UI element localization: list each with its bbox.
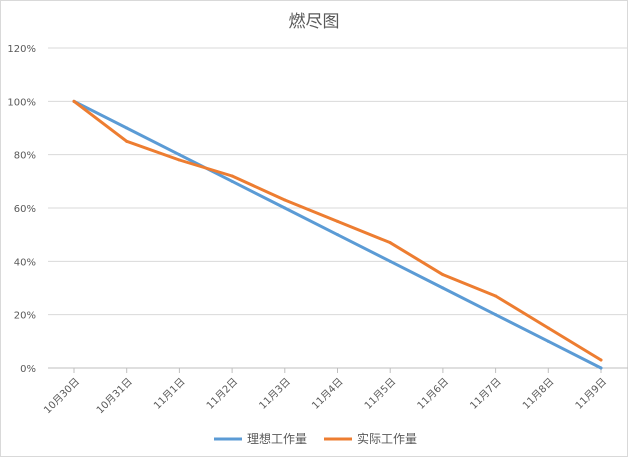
- legend-label: 实际工作量: [357, 431, 417, 446]
- data-point: [546, 326, 550, 330]
- data-point: [72, 99, 76, 103]
- data-point: [441, 273, 445, 277]
- data-point: [546, 339, 550, 343]
- data-point: [494, 294, 498, 298]
- data-point: [599, 358, 603, 362]
- data-point: [230, 179, 234, 183]
- legend: 理想工作量 实际工作量: [214, 431, 417, 446]
- data-point: [177, 153, 181, 157]
- data-point: [494, 313, 498, 317]
- gridlines: [48, 47, 628, 369]
- y-tick-label: 120%: [7, 44, 36, 55]
- data-point: [125, 139, 129, 143]
- legend-item: 理想工作量: [214, 431, 307, 446]
- data-point: [283, 198, 287, 202]
- data-point: [336, 233, 339, 237]
- legend-item: 实际工作量: [324, 431, 417, 446]
- data-point: [441, 286, 445, 290]
- y-tick-label: 40%: [14, 257, 36, 268]
- chart-title: 燃尽图: [289, 12, 340, 32]
- data-point: [177, 158, 181, 162]
- series-1: [72, 99, 603, 370]
- y-tick-label: 100%: [7, 97, 36, 108]
- data-point: [599, 366, 603, 370]
- data-point: [388, 241, 392, 245]
- data-point: [125, 126, 129, 130]
- legend-label: 理想工作量: [247, 431, 307, 446]
- data-point: [283, 206, 287, 210]
- y-tick-label: 80%: [14, 151, 36, 162]
- data-point: [336, 219, 339, 223]
- y-axis-ticks: 0% 20% 40% 60% 80% 100% 120%: [7, 44, 36, 375]
- data-point: [388, 259, 392, 263]
- y-tick-label: 60%: [14, 204, 36, 215]
- series-lines: [72, 99, 603, 370]
- y-tick-label: 20%: [14, 311, 36, 322]
- data-point: [230, 174, 234, 178]
- y-tick-label: 0%: [20, 364, 36, 375]
- series-2: [72, 99, 603, 362]
